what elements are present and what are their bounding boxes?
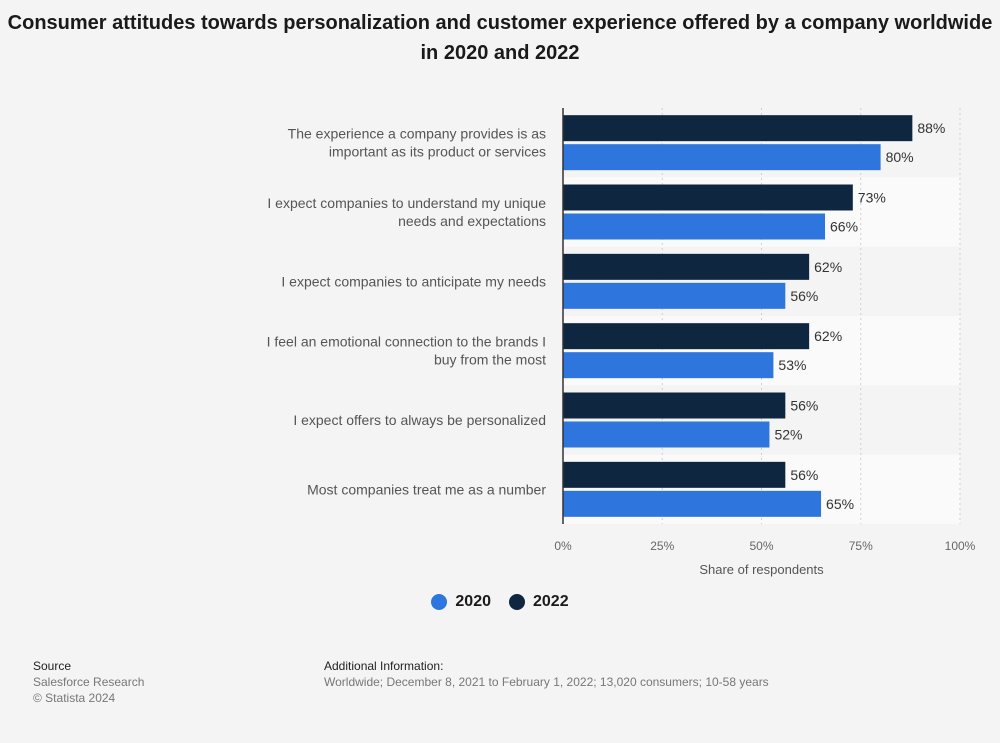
bar-2022	[563, 323, 810, 350]
data-label: 88%	[917, 120, 945, 136]
category-label: I expect offers to always be personalize…	[293, 412, 546, 428]
legend-dot-2020	[431, 594, 448, 610]
data-label: 73%	[858, 190, 886, 206]
bar-2020	[563, 282, 786, 309]
legend-label-2020: 2020	[455, 593, 491, 610]
data-label: 56%	[790, 288, 818, 304]
category-label: important as its product or services	[329, 144, 546, 160]
bar-2020	[563, 421, 770, 448]
category-label: I expect companies to anticipate my need…	[281, 273, 546, 289]
data-label: 80%	[886, 149, 914, 165]
additional-info-text: Worldwide; December 8, 2021 to February …	[324, 675, 769, 689]
category-label: needs and expectations	[398, 213, 546, 229]
bar-2022	[563, 461, 786, 488]
data-label: 62%	[814, 259, 842, 275]
tick-label: 25%	[650, 539, 674, 553]
legend-dot-2022	[509, 594, 525, 610]
data-label: 62%	[814, 328, 842, 344]
legend-item-2020[interactable]: 2020	[431, 593, 491, 611]
bar-chart: 88%80% The experience a company provides …	[267, 108, 976, 577]
category-label: I expect companies to understand my uniq…	[267, 195, 546, 211]
bar-2022	[563, 184, 853, 211]
bar-2020	[563, 490, 822, 517]
data-label: 52%	[774, 427, 802, 443]
additional-info-heading: Additional Information:	[324, 659, 444, 673]
bar-2020	[563, 144, 881, 171]
source-block: Source Salesforce Research © Statista 20…	[33, 658, 144, 706]
bar-2020	[563, 352, 774, 379]
bar-2022	[563, 253, 810, 280]
bar-2020	[563, 213, 826, 240]
tick-label: 50%	[749, 539, 773, 553]
bar-2022	[563, 392, 786, 419]
source-name[interactable]: Salesforce Research	[33, 675, 145, 689]
data-label: 56%	[790, 467, 818, 483]
chart-title: Consumer attitudes towards personalizati…	[7, 12, 993, 64]
data-label: 65%	[826, 496, 854, 512]
legend: 2020 2022	[0, 593, 1000, 611]
source-heading: Source	[33, 659, 72, 673]
category-label: The experience a company provides is as	[288, 126, 546, 142]
additional-info-block: Additional Information: Worldwide; Decem…	[324, 658, 769, 690]
data-label: 66%	[830, 219, 858, 235]
x-axis-title: Share of respondents	[699, 562, 824, 577]
category-label: I feel an emotional connection to the br…	[267, 334, 546, 350]
tick-label: 100%	[945, 539, 976, 553]
legend-label-2022: 2022	[533, 593, 569, 610]
category-label: Most companies treat me as a number	[307, 481, 546, 497]
tick-label: 75%	[849, 539, 873, 553]
data-label: 56%	[790, 398, 818, 414]
tick-label: 0%	[554, 539, 572, 553]
category-label: buy from the most	[434, 352, 546, 368]
copyright: © Statista 2024	[33, 691, 116, 705]
bar-2022	[563, 115, 913, 142]
legend-item-2022[interactable]: 2022	[509, 593, 569, 611]
data-label: 53%	[778, 357, 806, 373]
